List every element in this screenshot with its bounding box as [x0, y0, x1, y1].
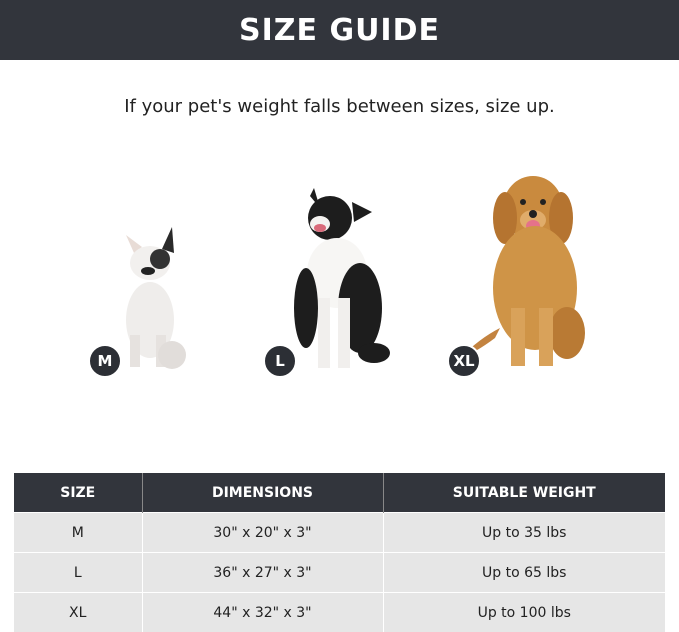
size-badge-m: M — [88, 344, 122, 378]
table-header-row: SIZE DIMENSIONS SUITABLE WEIGHT — [14, 473, 665, 513]
page-title: SIZE GUIDE — [239, 13, 440, 48]
golden-retriever-image — [455, 168, 585, 378]
title-banner: SIZE GUIDE — [0, 0, 679, 60]
cell-dimensions: 44" x 32" x 3" — [142, 593, 383, 632]
subtitle: If your pet's weight falls between sizes… — [0, 96, 679, 117]
cell-weight: Up to 100 lbs — [383, 593, 665, 632]
border-collie-image — [292, 188, 392, 378]
header-weight: SUITABLE WEIGHT — [383, 473, 665, 513]
cell-weight: Up to 35 lbs — [383, 513, 665, 553]
cell-weight: Up to 65 lbs — [383, 553, 665, 593]
cell-size: XL — [14, 593, 142, 632]
size-table: SIZE DIMENSIONS SUITABLE WEIGHT M 30" x … — [14, 473, 665, 632]
size-badge-l: L — [263, 344, 297, 378]
header-dimensions: DIMENSIONS — [142, 473, 383, 513]
cell-size: L — [14, 553, 142, 593]
header-size: SIZE — [14, 473, 142, 513]
table-row: M 30" x 20" x 3" Up to 35 lbs — [14, 513, 665, 553]
table-row: L 36" x 27" x 3" Up to 65 lbs — [14, 553, 665, 593]
cell-dimensions: 36" x 27" x 3" — [142, 553, 383, 593]
table-row: XL 44" x 32" x 3" Up to 100 lbs — [14, 593, 665, 632]
size-badge-xl: XL — [447, 344, 481, 378]
cell-size: M — [14, 513, 142, 553]
cell-dimensions: 30" x 20" x 3" — [142, 513, 383, 553]
french-bulldog-image — [112, 225, 192, 375]
